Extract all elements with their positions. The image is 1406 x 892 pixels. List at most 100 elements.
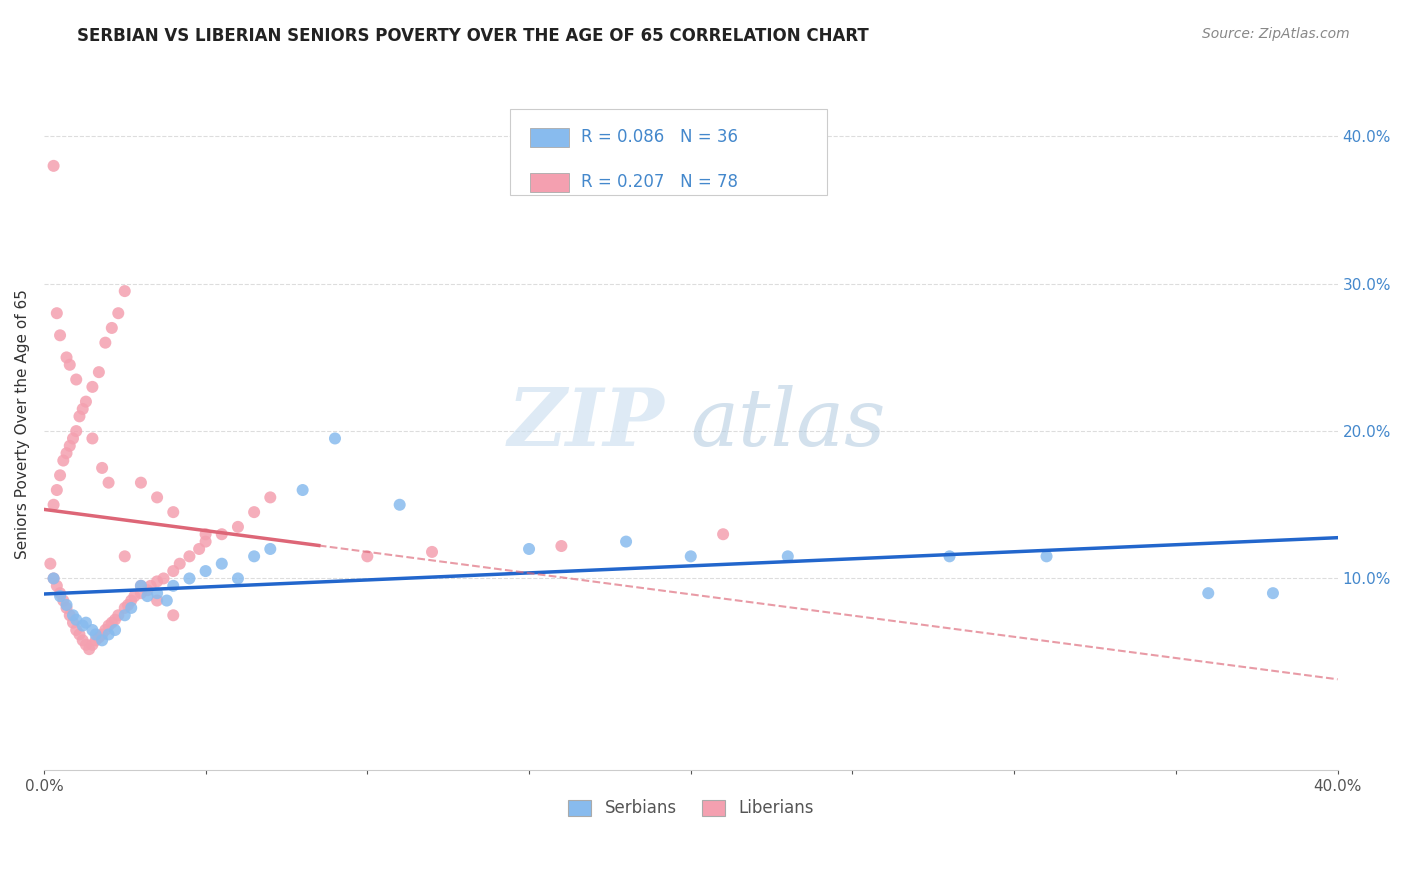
Point (776, 549, 799, 564)
Point (45, 579, 67, 593)
Y-axis label: Seniors Poverty Over the Age of 65: Seniors Poverty Over the Age of 65 (15, 289, 30, 558)
Point (62, 432, 84, 446)
Text: ZIP: ZIP (508, 385, 665, 462)
FancyBboxPatch shape (530, 128, 569, 147)
Point (42, 571, 65, 585)
Point (356, 549, 378, 564)
Point (169, 557, 191, 571)
Point (39, 557, 62, 571)
Point (49, 586, 72, 600)
Point (69, 627, 91, 641)
Point (65, 623, 87, 637)
Text: R = 0.086   N = 36: R = 0.086 N = 36 (581, 128, 738, 146)
Point (101, 615, 124, 630)
Point (45, 306, 67, 320)
Point (55, 601, 77, 615)
Point (136, 589, 159, 603)
Point (152, 571, 174, 585)
Point (55, 351, 77, 365)
Point (124, 589, 146, 603)
Point (129, 586, 152, 600)
Point (129, 579, 152, 593)
Point (136, 583, 159, 598)
Point (49, 468, 72, 483)
Point (194, 564, 217, 578)
Point (226, 520, 249, 534)
Text: atlas: atlas (690, 385, 886, 462)
Point (72, 402, 94, 417)
Point (1197, 586, 1219, 600)
Point (42, 159, 65, 173)
Point (420, 545, 443, 559)
Point (211, 527, 233, 541)
Point (711, 527, 734, 541)
Point (55, 598, 77, 612)
Point (323, 432, 346, 446)
FancyBboxPatch shape (530, 173, 569, 192)
Point (49, 589, 72, 603)
Point (91, 461, 114, 475)
Point (94, 335, 117, 350)
Point (259, 491, 281, 505)
Point (82, 432, 104, 446)
Point (82, 638, 104, 652)
Point (42, 498, 65, 512)
Point (97, 475, 120, 490)
Point (938, 549, 960, 564)
Point (65, 372, 87, 386)
Point (194, 527, 217, 541)
Point (679, 549, 702, 564)
Point (104, 623, 127, 637)
Point (517, 541, 540, 556)
Point (243, 549, 266, 564)
Point (97, 627, 120, 641)
Point (120, 601, 142, 615)
Point (75, 638, 97, 652)
Point (156, 593, 179, 607)
Point (114, 601, 136, 615)
Point (52, 593, 75, 607)
Point (194, 534, 217, 549)
Point (114, 608, 136, 623)
Point (75, 394, 97, 409)
Point (59, 439, 82, 453)
Text: SERBIAN VS LIBERIAN SENIORS POVERTY OVER THE AGE OF 65 CORRELATION CHART: SERBIAN VS LIBERIAN SENIORS POVERTY OVER… (77, 27, 869, 45)
Point (72, 618, 94, 632)
Point (82, 380, 104, 394)
Point (101, 321, 124, 335)
Point (1261, 586, 1284, 600)
Point (84, 627, 107, 641)
Point (69, 409, 91, 424)
Point (162, 564, 184, 578)
Point (72, 633, 94, 648)
Point (52, 453, 75, 467)
Point (91, 627, 114, 641)
Point (94, 623, 117, 637)
Point (1035, 549, 1057, 564)
Point (45, 483, 67, 497)
Point (129, 579, 152, 593)
Point (42, 571, 65, 585)
Point (139, 579, 162, 593)
Point (211, 557, 233, 571)
Point (388, 498, 411, 512)
Point (104, 613, 127, 627)
Point (91, 633, 114, 648)
Point (146, 491, 169, 505)
Point (188, 541, 211, 556)
Point (97, 618, 120, 632)
Point (65, 424, 87, 438)
Point (146, 586, 169, 600)
Point (114, 284, 136, 298)
Point (162, 505, 184, 519)
Point (107, 306, 129, 320)
Point (550, 539, 572, 553)
Point (84, 633, 107, 648)
Point (146, 593, 169, 607)
Point (59, 358, 82, 372)
Point (179, 571, 201, 585)
Point (107, 608, 129, 623)
Point (59, 608, 82, 623)
Text: R = 0.207   N = 78: R = 0.207 N = 78 (581, 173, 738, 192)
Point (87, 631, 110, 645)
